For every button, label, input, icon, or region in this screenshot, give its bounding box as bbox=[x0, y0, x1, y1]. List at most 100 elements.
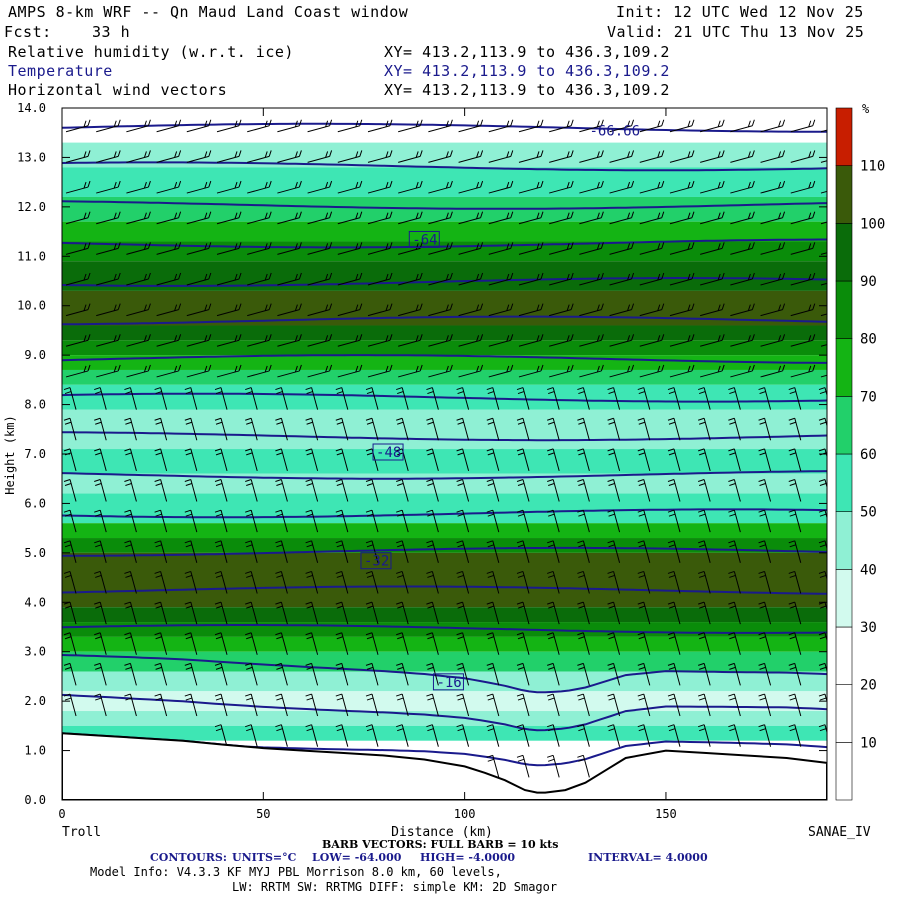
wind-barb bbox=[788, 632, 802, 655]
wind-barb bbox=[184, 509, 198, 533]
wind-barb bbox=[307, 303, 333, 317]
field-temp-name: Temperature bbox=[8, 62, 113, 80]
wind-barb bbox=[156, 211, 182, 225]
wind-barb bbox=[335, 540, 349, 563]
wind-barb bbox=[365, 570, 379, 594]
wind-barb bbox=[456, 509, 470, 533]
wind-barb bbox=[639, 150, 665, 163]
temperature-contour bbox=[62, 508, 827, 519]
wind-barb bbox=[790, 150, 816, 163]
wind-barb bbox=[700, 211, 725, 225]
wind-barb bbox=[609, 119, 635, 133]
wind-barb bbox=[790, 180, 816, 194]
contour-label-box bbox=[432, 673, 464, 691]
wind-barb bbox=[488, 119, 514, 133]
wind-barb bbox=[367, 150, 393, 163]
wind-barb bbox=[758, 540, 772, 563]
wind-barb bbox=[820, 252, 827, 255]
wind-barb bbox=[367, 180, 393, 194]
colorbar-swatch bbox=[835, 107, 853, 166]
wind-barb bbox=[335, 509, 349, 533]
y-tick-label: 7.0 bbox=[24, 447, 46, 461]
wind-barb bbox=[577, 570, 590, 594]
wind-barb bbox=[367, 242, 393, 255]
wind-barb bbox=[698, 570, 711, 594]
wind-barb bbox=[307, 150, 333, 163]
wind-barb bbox=[730, 211, 755, 225]
wind-barb bbox=[428, 334, 453, 347]
field-wind-name: Horizontal wind vectors bbox=[8, 81, 228, 99]
wind-barb bbox=[788, 509, 802, 533]
wind-barb bbox=[788, 448, 802, 472]
wind-barb bbox=[669, 242, 695, 255]
wind-barb bbox=[760, 364, 786, 378]
wind-barb bbox=[426, 417, 439, 441]
wind-barb bbox=[307, 242, 333, 255]
wind-barb bbox=[245, 448, 258, 472]
wind-barb bbox=[516, 540, 530, 563]
wind-barb bbox=[305, 662, 319, 686]
humidity-band bbox=[62, 552, 827, 608]
wind-barb bbox=[758, 724, 772, 747]
humidity-band bbox=[62, 369, 827, 385]
wind-barb bbox=[94, 601, 107, 625]
wind-barb bbox=[518, 334, 544, 347]
wind-barb bbox=[790, 211, 816, 225]
wind-barb bbox=[247, 150, 272, 163]
wind-barb bbox=[154, 509, 168, 533]
wind-barb bbox=[124, 387, 137, 410]
wind-barb bbox=[275, 724, 288, 747]
contour-label-box bbox=[372, 443, 404, 461]
wind-barb bbox=[547, 570, 560, 594]
temperature-contour bbox=[62, 277, 827, 287]
temperature-contour bbox=[62, 354, 827, 364]
wind-barb bbox=[456, 570, 470, 594]
wind-barb bbox=[788, 540, 802, 563]
wind-barb bbox=[456, 387, 470, 410]
wind-barb bbox=[549, 242, 574, 255]
wind-barb bbox=[156, 119, 182, 133]
wind-barb bbox=[698, 662, 711, 686]
wind-barb bbox=[788, 662, 802, 686]
wind-barb bbox=[216, 272, 242, 286]
wind-barb bbox=[609, 272, 635, 286]
wind-barb bbox=[758, 448, 772, 472]
wind-barb bbox=[245, 662, 258, 686]
wind-barb bbox=[516, 754, 530, 778]
wind-barb bbox=[124, 417, 137, 441]
wind-barb bbox=[458, 150, 484, 163]
wind-barb bbox=[367, 119, 393, 133]
wind-barb bbox=[186, 211, 212, 225]
wind-barb bbox=[667, 387, 681, 410]
model-info: Model Info: V4.3.3 KF MYJ PBL Morrison 8… bbox=[90, 865, 502, 879]
y-tick-label: 2.0 bbox=[24, 694, 46, 708]
wind-barb bbox=[700, 150, 725, 163]
wind-barb bbox=[790, 119, 816, 133]
wind-barb bbox=[365, 662, 379, 686]
wind-barb bbox=[728, 387, 741, 410]
field-temp-xy: XY= 413.2,113.9 to 436.3,109.2 bbox=[384, 62, 670, 80]
wind-barb bbox=[547, 724, 560, 747]
humidity-band bbox=[62, 523, 827, 539]
wind-barb bbox=[305, 570, 319, 594]
wind-barb bbox=[609, 150, 635, 163]
wind-barb bbox=[337, 119, 363, 133]
y-tick-label: 9.0 bbox=[24, 348, 46, 362]
wind-barb bbox=[275, 448, 288, 472]
wind-barb bbox=[305, 509, 319, 533]
wind-barb bbox=[214, 693, 228, 717]
wind-barb bbox=[96, 119, 121, 133]
wind-barb bbox=[637, 601, 651, 625]
wind-barb bbox=[396, 479, 409, 502]
wind-barb bbox=[124, 570, 137, 594]
colorbar-label: 60 bbox=[860, 447, 877, 463]
wind-barb bbox=[277, 334, 302, 347]
colorbar-swatch bbox=[835, 280, 853, 339]
wind-barb bbox=[488, 150, 514, 163]
wind-barb bbox=[458, 242, 484, 255]
wind-barb bbox=[184, 417, 198, 441]
wind-barb bbox=[458, 303, 484, 317]
wind-barb bbox=[818, 479, 827, 489]
wind-barb bbox=[667, 479, 681, 502]
wind-barb bbox=[577, 754, 590, 778]
